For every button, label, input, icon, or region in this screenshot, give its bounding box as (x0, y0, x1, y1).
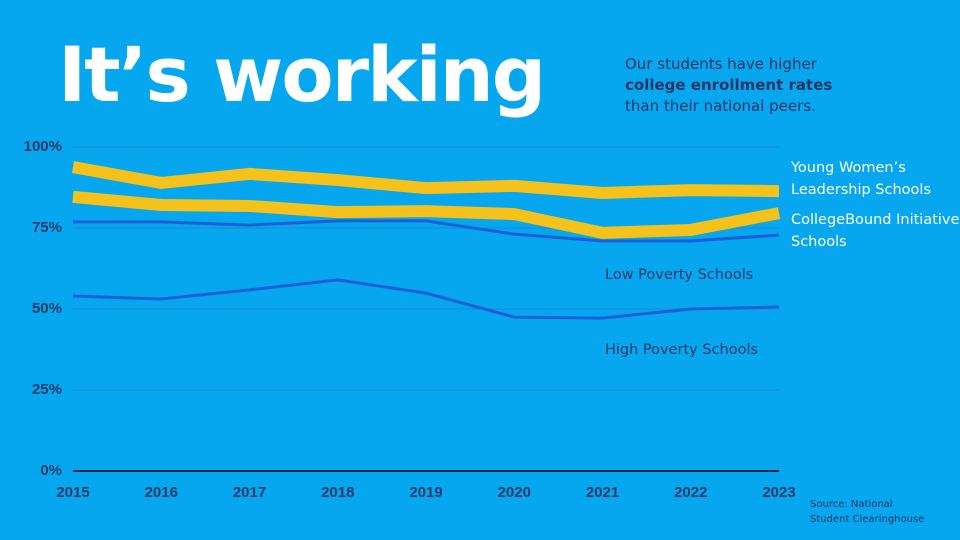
slide-title: It’s working (58, 30, 546, 119)
series-label: CollegeBound Initiative Schools (791, 212, 960, 250)
series-line (72, 190, 781, 239)
series-label: Low Poverty Schools (605, 267, 754, 283)
subtitle: Our students have higher college enrollm… (625, 54, 832, 117)
series-label: High Poverty Schools (605, 342, 759, 358)
x-tick-label: 2015 (56, 484, 89, 501)
x-tick-label: 2021 (586, 484, 619, 501)
y-tick-label: 100% (24, 138, 62, 155)
y-tick-label: 75% (32, 219, 62, 236)
x-tick-label: 2016 (145, 484, 178, 501)
x-tick-label: 2018 (321, 484, 354, 501)
source: Source: National Student Clearinghouse (810, 497, 924, 527)
x-tick-label: 2023 (762, 484, 795, 501)
series-line (72, 278, 780, 320)
x-tick-label: 2017 (233, 484, 266, 501)
series-line (71, 161, 780, 200)
subtitle-line: college enrollment rates (625, 76, 833, 94)
subtitle-line: than their national peers. (625, 97, 816, 115)
y-tick-label: 50% (32, 300, 62, 317)
x-tick-label: 2020 (498, 484, 531, 501)
series-label: Young Women’s Leadership Schools (791, 160, 931, 198)
x-tick-label: 2019 (409, 484, 442, 501)
subtitle-line: Our students have higher (625, 55, 817, 73)
source-line: Student Clearinghouse (810, 514, 925, 525)
y-tick-label: 25% (32, 381, 62, 398)
series-line (73, 219, 780, 243)
x-tick-label: 2022 (674, 484, 707, 501)
source-line: Source: National (810, 499, 893, 510)
y-tick-label: 0% (40, 462, 62, 479)
